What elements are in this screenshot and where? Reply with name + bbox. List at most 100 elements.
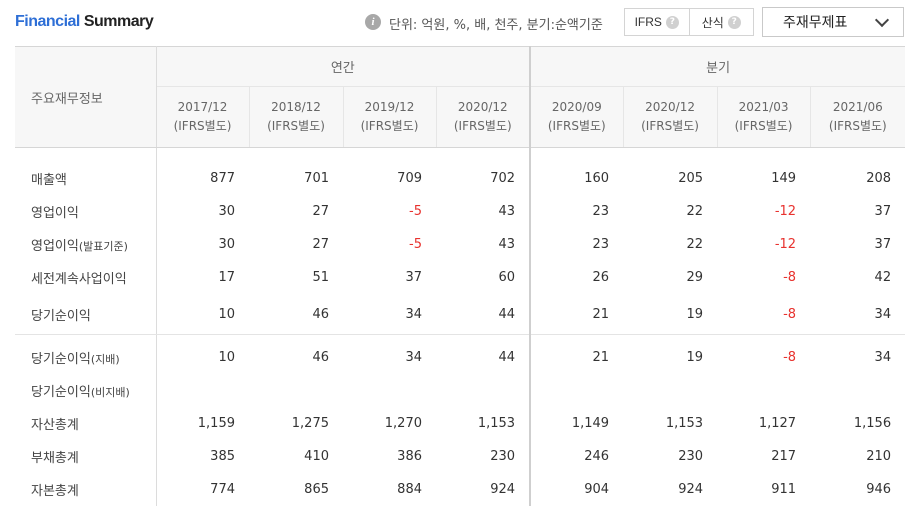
basis-label: (IFRS별도)	[267, 119, 325, 133]
statement-select[interactable]: 주재무제표	[762, 7, 904, 37]
table-cell: 30	[218, 204, 235, 219]
table-cell	[623, 374, 717, 407]
table-cell: -12	[774, 237, 797, 252]
table-cell: 217	[771, 449, 797, 464]
row-label: 매출액	[15, 147, 157, 195]
table-cell: 1,149	[571, 416, 610, 431]
toggle-ifrs[interactable]: IFRS ?	[625, 9, 689, 35]
row-label: 부채총계	[15, 440, 157, 473]
row-label-text: 자산총계	[31, 418, 79, 433]
period-label: 2020/12	[645, 100, 695, 114]
table-cell	[717, 374, 810, 407]
basis-label: (IFRS별도)	[641, 119, 699, 133]
table-cell: -12	[774, 204, 797, 219]
table-row: 당기순이익 10 46 34 44 21 19 -8 34	[15, 294, 906, 335]
title-summary: Summary	[83, 13, 154, 30]
table-cell: 924	[436, 473, 532, 506]
toggle-formula[interactable]: 산식 ?	[688, 9, 754, 35]
table-cell: 19	[686, 350, 704, 365]
table-cell: 1,156	[853, 416, 892, 431]
table-cell: 21	[592, 350, 610, 365]
basis-toggle: IFRS ? 산식 ?	[624, 8, 754, 36]
info-icon[interactable]: i	[365, 14, 381, 30]
table-cell: 884	[397, 482, 422, 497]
table-cell: 23	[592, 237, 610, 252]
table-cell: 385	[210, 449, 235, 464]
table-cell	[249, 374, 343, 407]
table-cell: 29	[686, 270, 704, 285]
table-row: 매출액 877 701 709 702 160 205 149 208	[15, 147, 905, 195]
summary-toolbar: Financial Summary i 단위: 억원, %, 배, 천주, 분기…	[0, 0, 907, 46]
basis-label: (IFRS별도)	[173, 119, 232, 133]
row-label-text: 자본총계	[31, 484, 79, 499]
table-cell: -5	[409, 204, 422, 219]
table-cell: -8	[783, 270, 797, 285]
table-cell: 904	[584, 482, 610, 497]
row-label-text: 매출액	[31, 173, 67, 188]
table-cell: 1,159	[197, 416, 235, 431]
table-cell: 877	[210, 171, 235, 186]
period-header: 2017/12 (IFRS별도)	[156, 86, 249, 148]
table-cell: 774	[210, 482, 235, 497]
help-icon[interactable]: ?	[727, 15, 741, 29]
table-cell: 1,275	[291, 416, 329, 431]
table-cell: 1,153	[436, 407, 532, 440]
table-row: 세전계속사업이익 17 51 37 60 26 29 -8 42	[15, 261, 905, 294]
row-label-suffix: (지배)	[90, 353, 120, 366]
table-cell: 865	[304, 482, 329, 497]
period-label: 2017/12	[177, 100, 228, 114]
table-cell: 230	[436, 440, 532, 473]
row-spacer	[15, 334, 905, 341]
table-cell: 208	[866, 171, 892, 186]
table-cell: 44	[436, 294, 532, 335]
table-row: 영업이익(발표기준) 30 27 -5 43 23 22 -12 37	[15, 228, 905, 261]
table-cell: 19	[623, 294, 718, 335]
table-cell: 26	[592, 270, 610, 285]
table-cell: 205	[678, 171, 704, 186]
row-label-suffix: (비지배)	[90, 386, 130, 399]
table-cell	[156, 374, 249, 407]
label-header: 주요재무정보	[15, 46, 157, 148]
period-header: 2020/12 (IFRS별도)	[435, 86, 532, 148]
table-row: 영업이익 30 27 -5 43 23 22 -12 37	[15, 195, 905, 228]
table-cell: 27	[312, 237, 329, 252]
period-header-row: 2017/12 (IFRS별도) 2018/12 (IFRS별도) 2019/12 (IF…	[15, 86, 906, 148]
row-label-text: 영업이익	[31, 239, 79, 254]
table-row: 당기순이익(지배) 10 46 34 44 21 19 -8 34	[15, 341, 905, 374]
table-cell: 10	[218, 350, 235, 365]
row-label: 영업이익	[15, 195, 157, 228]
row-label-text: 영업이익	[31, 206, 79, 221]
basis-label: (IFRS별도)	[547, 119, 606, 133]
table-cell: 27	[312, 204, 329, 219]
period-header: 2021/06 (IFRS별도)	[809, 86, 906, 148]
table-row: 자본총계 774 865 884 924 904 924 911 946	[15, 473, 905, 506]
row-label-text: 당기순이익	[31, 352, 91, 367]
table-cell: 34	[874, 350, 892, 365]
row-label: 당기순이익(지배)	[15, 341, 157, 374]
period-header: 2020/12 (IFRS별도)	[622, 86, 718, 148]
row-label-suffix: (발표기준)	[78, 240, 128, 253]
table-cell: 43	[436, 195, 532, 228]
table-cell	[530, 374, 623, 407]
period-label: 2018/12	[271, 100, 321, 114]
period-header: 2020/09 (IFRS별도)	[529, 86, 624, 148]
table-cell	[436, 374, 532, 407]
toggle-ifrs-label: IFRS	[634, 15, 662, 29]
table-cell: 37	[874, 204, 892, 219]
table-cell: 709	[397, 171, 422, 186]
table-cell: 1,270	[384, 416, 422, 431]
row-label: 세전계속사업이익	[15, 261, 157, 294]
row-label: 당기순이익(비지배)	[15, 374, 157, 407]
help-icon[interactable]: ?	[665, 15, 679, 29]
table-cell: 911	[771, 482, 797, 497]
period-label: 2021/03	[738, 100, 789, 114]
table-cell: 46	[249, 294, 343, 335]
table-cell: 1,127	[758, 416, 797, 431]
basis-label: (IFRS별도)	[828, 119, 887, 133]
row-label: 자산총계	[15, 407, 157, 440]
table-cell: 51	[312, 270, 329, 285]
period-label: 2020/09	[551, 100, 602, 114]
basis-label: (IFRS별도)	[453, 119, 512, 133]
table-cell: 34	[405, 350, 422, 365]
table-cell: 44	[436, 341, 532, 374]
